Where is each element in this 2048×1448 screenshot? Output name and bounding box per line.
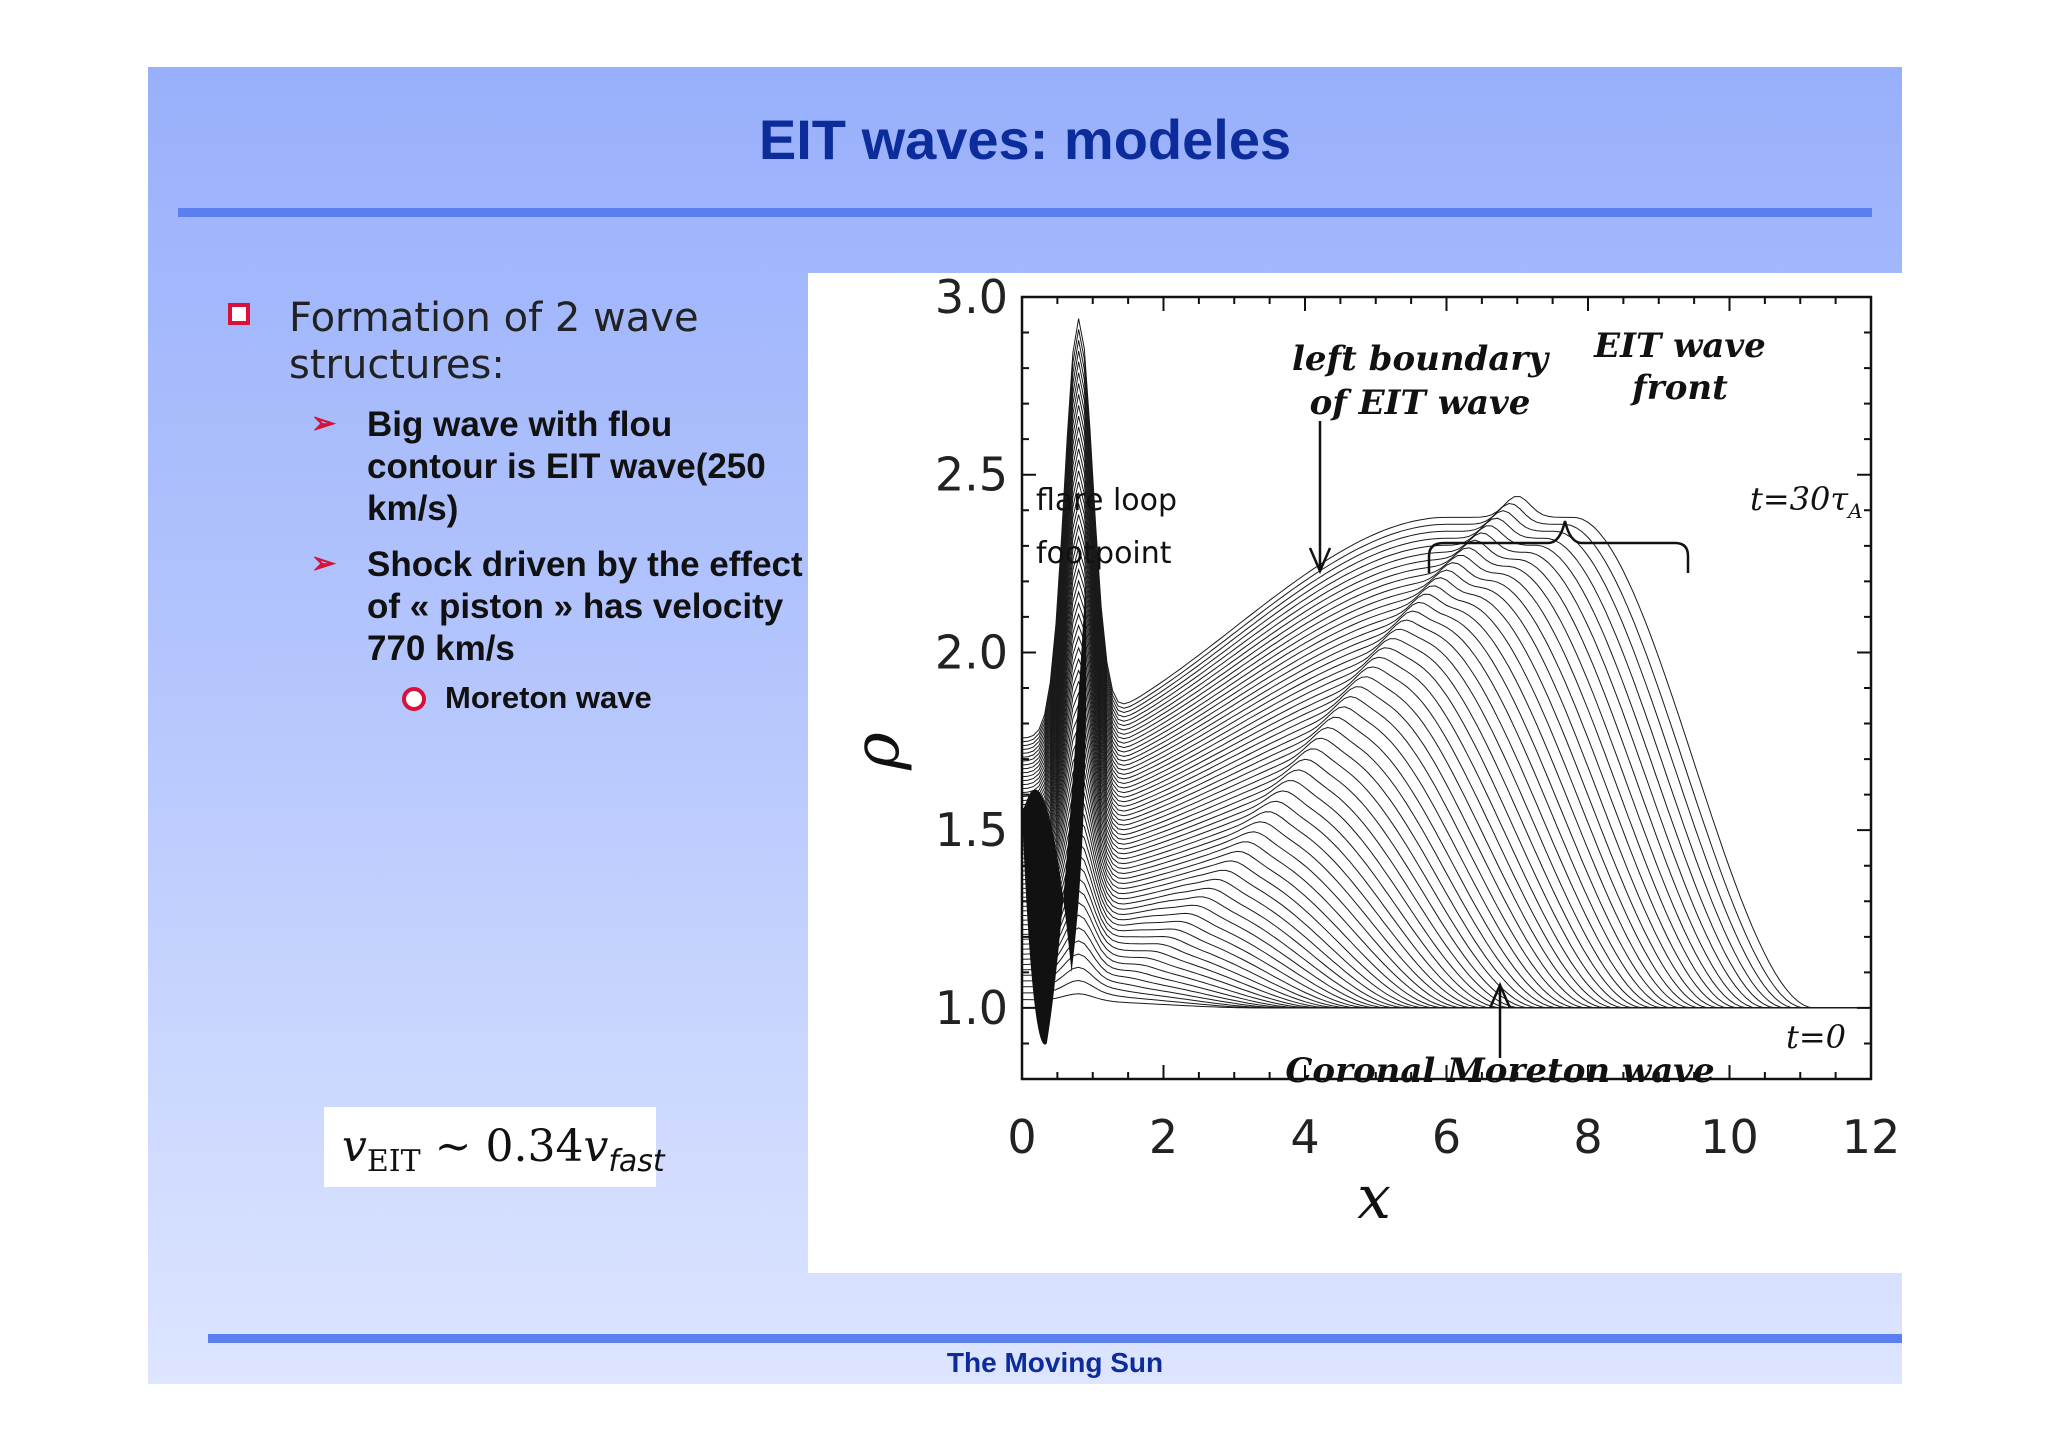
annotation-t-end: t=30τA bbox=[1750, 480, 1863, 523]
x-tick-label: 4 bbox=[1290, 1110, 1319, 1164]
main-bullet-text: Formation of 2 wave structures: bbox=[289, 295, 699, 388]
x-tick-labels: 0 2 4 6 8 10 12 bbox=[1007, 1110, 1900, 1164]
density-profile-curves bbox=[1021, 318, 1871, 1045]
density-profile-curve bbox=[1021, 340, 1871, 1009]
sub-sub-bullet-text: Moreton wave bbox=[445, 680, 652, 715]
density-profile-figure: 0 2 4 6 8 10 12 1.0 1.5 2.0 2.5 3.0 x ρ left bound… bbox=[808, 273, 1902, 1273]
density-profile-curve bbox=[1021, 405, 1871, 1009]
density-profile-curve bbox=[1021, 669, 1871, 1009]
density-profile-plot: 0 2 4 6 8 10 12 1.0 1.5 2.0 2.5 3.0 x ρ left bound… bbox=[840, 273, 1900, 1233]
density-profile-curve bbox=[1021, 680, 1871, 1009]
density-profile-curve bbox=[1021, 394, 1871, 1009]
title-divider bbox=[178, 208, 1872, 217]
annotation-eit-front-line1: EIT wave bbox=[1593, 326, 1766, 366]
x-tick-label: 12 bbox=[1842, 1110, 1901, 1164]
y-tick-label: 3.0 bbox=[935, 273, 1008, 324]
density-profile-curve bbox=[1021, 350, 1871, 1009]
left-boundary-arrowhead bbox=[1308, 547, 1332, 575]
density-profile-curve bbox=[1021, 806, 1871, 1009]
x-tick-label: 0 bbox=[1007, 1110, 1036, 1164]
density-profile-curve bbox=[1021, 657, 1871, 1009]
sub-bullet-text: Shock driven by the effect of « piston »… bbox=[367, 545, 803, 668]
annotation-left-boundary-line2: of EIT wave bbox=[1310, 383, 1531, 423]
sub-bullet-1: ➢ Big wave with flou contour is EIT wave… bbox=[311, 404, 811, 530]
main-bullet: Formation of 2 wave structures: bbox=[228, 295, 788, 389]
sub-sub-bullet: Moreton wave bbox=[402, 680, 652, 716]
circle-bullet-icon bbox=[402, 687, 426, 711]
formula-rhs-symbol: v bbox=[583, 1121, 609, 1172]
formula-rhs-subscript: fast bbox=[608, 1144, 665, 1179]
density-profile-curve bbox=[1021, 383, 1871, 1009]
density-profile-curve bbox=[1021, 646, 1871, 1009]
x-tick-label: 2 bbox=[1149, 1110, 1178, 1164]
eit-front-brace bbox=[1427, 520, 1690, 573]
sub-bullet-2: ➢ Shock driven by the effect of « piston… bbox=[311, 544, 811, 670]
formula-lhs-symbol: v bbox=[342, 1121, 367, 1172]
density-profile-curve bbox=[1021, 415, 1871, 1009]
x-tick-label: 8 bbox=[1573, 1110, 1602, 1164]
arrow-bullet-icon: ➢ bbox=[311, 547, 337, 580]
y-tick-label: 2.0 bbox=[935, 625, 1008, 679]
annotation-left-boundary-line1: left boundary bbox=[1292, 339, 1550, 379]
tick-marks bbox=[1021, 296, 1872, 1080]
density-profile-curve bbox=[1021, 890, 1871, 1009]
density-profile-curve bbox=[1021, 318, 1871, 1009]
slide-title: EIT waves: modeles bbox=[758, 108, 1292, 171]
density-profile-curve bbox=[1021, 568, 1871, 1009]
annotation-eit-front-line2: front bbox=[1630, 368, 1728, 408]
arrow-bullet-icon: ➢ bbox=[311, 407, 337, 440]
slide-footer: The Moving Sun bbox=[946, 1347, 1164, 1378]
density-profile-curve bbox=[1021, 865, 1871, 1009]
x-tick-label: 6 bbox=[1432, 1110, 1461, 1164]
y-tick-label: 2.5 bbox=[935, 448, 1008, 502]
density-profile-curve bbox=[1021, 601, 1871, 1009]
density-profile-curve bbox=[1021, 523, 1871, 1009]
moreton-arrowhead bbox=[1488, 981, 1512, 1009]
slide: EIT waves: modeles Formation of 2 wave s… bbox=[148, 67, 1902, 1384]
density-profile-curve bbox=[1021, 760, 1871, 1009]
density-profile-curve bbox=[1021, 503, 1871, 1009]
axis-ticks bbox=[1021, 296, 1872, 1080]
y-tick-label: 1.0 bbox=[935, 981, 1008, 1035]
flare-footpoint-blob bbox=[1022, 581, 1087, 1045]
density-profile-curve bbox=[1021, 830, 1871, 1009]
density-profile-curve bbox=[1021, 329, 1871, 1009]
square-bullet-icon bbox=[228, 303, 250, 325]
density-profile-curve bbox=[1021, 818, 1871, 1009]
x-tick-label: 10 bbox=[1700, 1110, 1759, 1164]
formula-relation: ~ 0.34 bbox=[434, 1121, 584, 1172]
formula-lhs-subscript: EIT bbox=[366, 1144, 421, 1179]
density-profile-curve bbox=[1021, 448, 1871, 1009]
sub-bullet-text: Big wave with flou contour is EIT wave(2… bbox=[367, 405, 766, 528]
y-tick-label: 1.5 bbox=[935, 803, 1008, 857]
annotation-t-start: t=0 bbox=[1786, 1018, 1846, 1056]
density-profile-curve bbox=[1021, 795, 1871, 1009]
density-profile-curve bbox=[1021, 612, 1871, 1009]
density-profile-curve bbox=[1021, 361, 1871, 1009]
annotation-flare-line1: flare loop bbox=[1036, 483, 1177, 518]
y-axis-label: ρ bbox=[840, 732, 914, 771]
density-profile-curve bbox=[1021, 372, 1871, 1009]
x-axis-label: x bbox=[1357, 1163, 1391, 1233]
velocity-formula: vEIT ~ 0.34vfast bbox=[324, 1107, 665, 1187]
y-tick-labels: 1.0 1.5 2.0 2.5 3.0 bbox=[935, 273, 1008, 1035]
annotation-flare-line2: footpoint bbox=[1036, 536, 1172, 571]
footer-divider bbox=[208, 1334, 1902, 1343]
